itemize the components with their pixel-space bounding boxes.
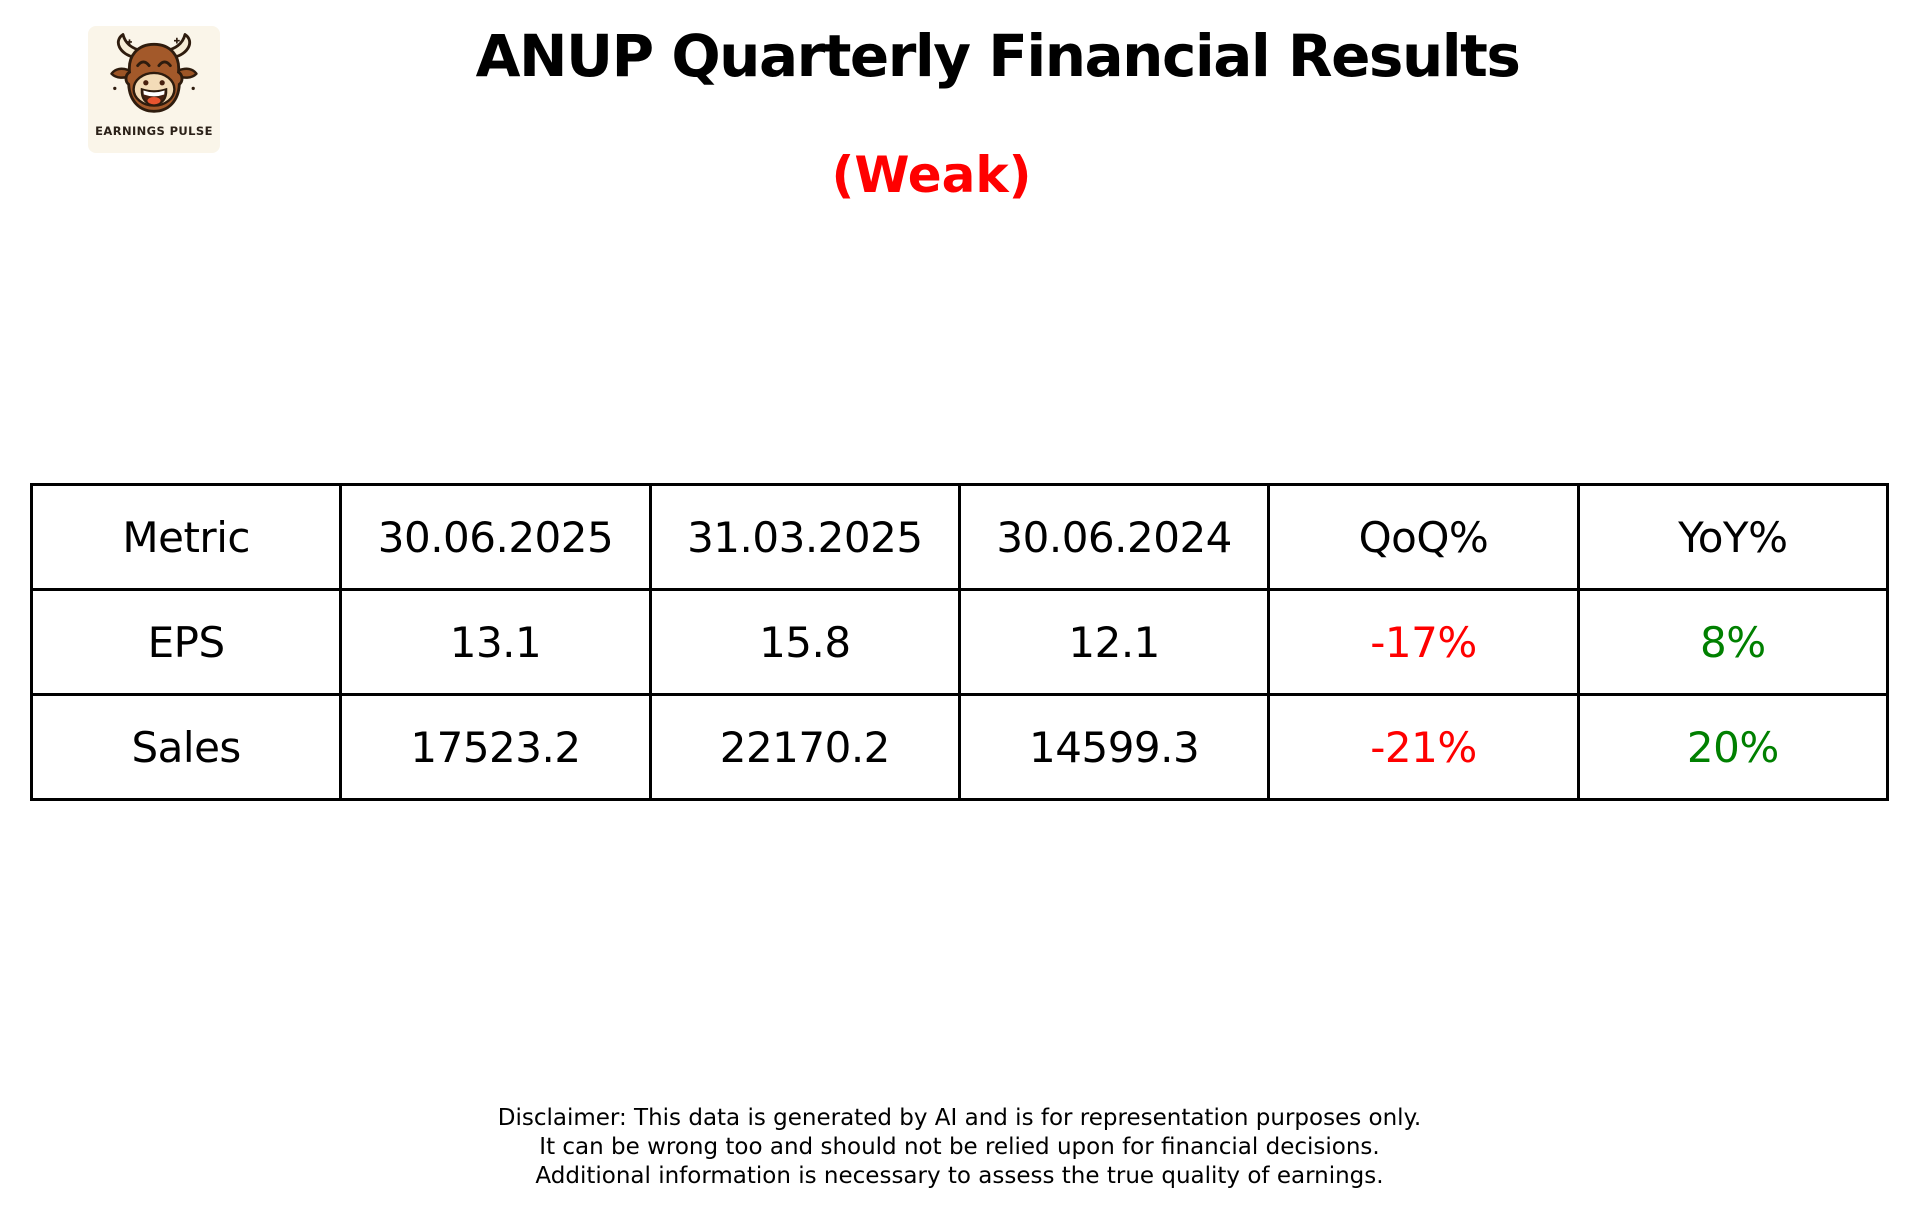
col-header-yoy: YoY% <box>1576 483 1890 591</box>
sales-yoy-change: 20% <box>1576 693 1890 801</box>
metric-label: EPS <box>29 588 343 696</box>
sales-current-value: 17523.2 <box>339 693 652 801</box>
table-row-eps: EPS 13.1 15.8 12.1 -17% 8% <box>29 588 1890 696</box>
col-header-q-yearago: 30.06.2024 <box>957 483 1271 591</box>
eps-previous-value: 15.8 <box>648 588 961 696</box>
quarterly-results-table: Metric 30.06.2025 31.03.2025 30.06.2024 … <box>29 483 1890 801</box>
eps-current-value: 13.1 <box>339 588 652 696</box>
logo-label: EARNINGS PULSE <box>95 124 213 138</box>
table-row-sales: Sales 17523.2 22170.2 14599.3 -21% 20% <box>29 693 1890 801</box>
eps-yearago-value: 12.1 <box>957 588 1271 696</box>
eps-qoq-change: -17% <box>1267 588 1580 696</box>
disclaimer-line: It can be wrong too and should not be re… <box>539 1134 1380 1160</box>
col-header-q-current: 30.06.2025 <box>339 483 652 591</box>
page-title: ANUP Quarterly Financial Results <box>475 22 1521 90</box>
col-header-q-previous: 31.03.2025 <box>648 483 961 591</box>
disclaimer-line: Disclaimer: This data is generated by AI… <box>497 1105 1422 1131</box>
disclaimer-line: Additional information is necessary to a… <box>535 1163 1384 1189</box>
disclaimer: Disclaimer: This data is generated by AI… <box>0 1104 1919 1191</box>
sales-qoq-change: -21% <box>1267 693 1580 801</box>
sales-previous-value: 22170.2 <box>648 693 961 801</box>
verdict-label: (Weak) <box>831 146 1032 204</box>
table-header-row: Metric 30.06.2025 31.03.2025 30.06.2024 … <box>29 483 1890 591</box>
earnings-pulse-logo: EARNINGS PULSE <box>88 26 220 153</box>
col-header-qoq: QoQ% <box>1267 483 1580 591</box>
eps-yoy-change: 8% <box>1576 588 1890 696</box>
metric-label: Sales <box>29 693 343 801</box>
col-header-metric: Metric <box>29 483 343 591</box>
bull-logo-icon <box>110 33 198 113</box>
sales-yearago-value: 14599.3 <box>957 693 1271 801</box>
